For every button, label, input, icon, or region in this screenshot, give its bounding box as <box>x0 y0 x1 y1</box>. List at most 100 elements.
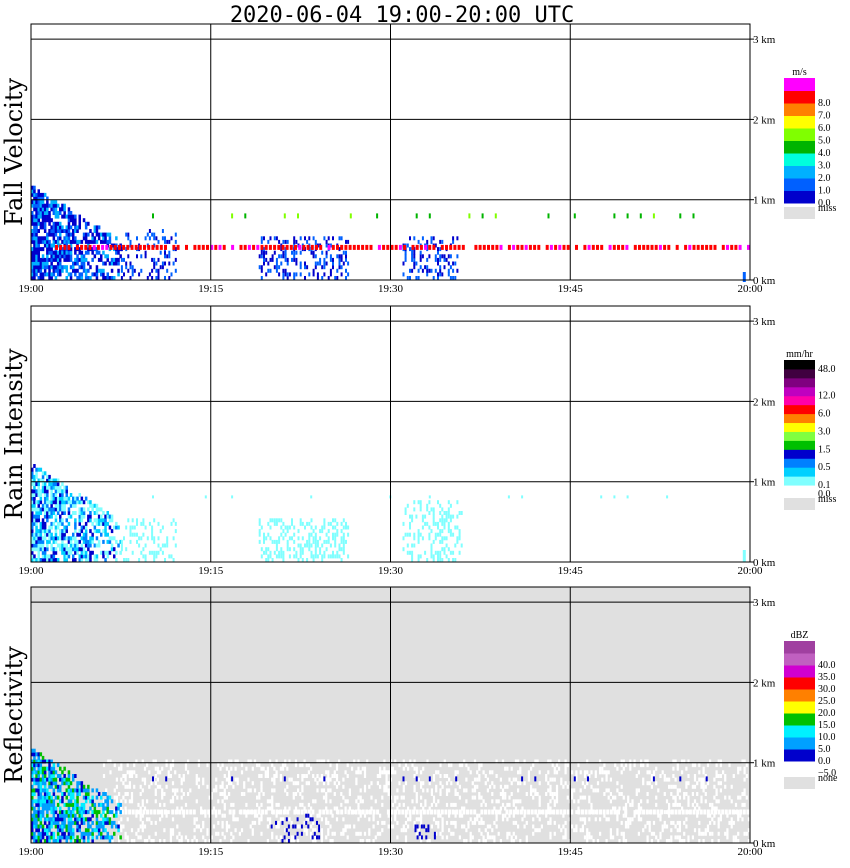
data-cell <box>497 799 500 804</box>
data-cell <box>69 218 73 223</box>
data-cell <box>67 824 71 829</box>
data-cell <box>325 795 328 800</box>
data-cell <box>37 221 40 226</box>
data-cell <box>555 792 559 796</box>
data-cell <box>128 784 131 789</box>
data-cell <box>35 518 38 523</box>
data-cell <box>127 268 130 273</box>
data-cell <box>366 839 369 843</box>
data-cell <box>519 839 522 843</box>
data-cell <box>347 272 350 277</box>
data-cell <box>538 799 541 804</box>
data-cell <box>240 763 244 768</box>
data-cell <box>335 817 339 822</box>
data-cell <box>120 824 123 829</box>
data-cell <box>329 777 332 782</box>
data-cell <box>493 820 496 825</box>
data-cell <box>139 806 142 811</box>
data-cell <box>495 799 498 804</box>
data-cell <box>693 828 697 833</box>
data-cell <box>705 776 708 782</box>
data-cell <box>501 759 505 764</box>
data-cell <box>420 781 423 786</box>
data-cell <box>440 809 444 815</box>
data-cell <box>674 835 677 840</box>
data-cell <box>89 817 92 822</box>
data-cell <box>471 788 474 793</box>
data-cell <box>89 514 92 519</box>
data-cell <box>102 817 105 822</box>
data-cell <box>142 554 145 559</box>
data-cell <box>43 770 47 775</box>
data-cell <box>174 792 177 796</box>
data-cell <box>93 254 97 259</box>
data-cell <box>387 813 390 818</box>
data-cell <box>310 554 313 559</box>
data-cell <box>100 239 103 244</box>
data-cell <box>409 247 411 252</box>
data-cell <box>52 558 56 562</box>
data-cell <box>308 272 311 277</box>
data-cell <box>87 788 90 793</box>
data-cell <box>530 766 533 771</box>
data-cell <box>407 806 410 811</box>
data-cell <box>65 257 68 262</box>
data-cell <box>741 802 744 807</box>
data-cell <box>547 788 550 793</box>
data-cell <box>74 539 77 544</box>
data-cell <box>120 763 123 768</box>
data-cell <box>455 776 458 782</box>
data-cell <box>48 759 51 764</box>
data-cell <box>76 543 79 548</box>
data-cell <box>133 784 136 789</box>
data-cell <box>76 496 79 501</box>
data-cell <box>67 831 71 836</box>
data-cell <box>627 799 630 804</box>
data-cell <box>192 809 196 815</box>
data-cell <box>80 788 84 793</box>
data-cell <box>430 809 433 815</box>
data-cell <box>153 539 156 544</box>
data-cell <box>273 265 276 270</box>
data-cell <box>325 770 328 775</box>
data-cell <box>439 813 442 818</box>
data-cell <box>154 831 157 836</box>
data-cell <box>37 511 40 515</box>
data-cell <box>67 272 71 277</box>
data-cell <box>419 503 422 508</box>
data-cell <box>307 817 310 822</box>
data-cell <box>327 828 330 833</box>
data-cell <box>301 547 304 552</box>
data-cell <box>50 200 53 205</box>
data-cell <box>288 806 291 811</box>
data-cell <box>345 250 347 255</box>
data-cell <box>206 763 209 768</box>
data-cell <box>61 496 64 501</box>
data-cell <box>138 272 141 277</box>
data-cell <box>35 770 38 775</box>
data-cell <box>63 239 66 244</box>
data-cell <box>168 250 171 255</box>
data-cell <box>54 806 58 811</box>
data-cell <box>415 809 419 815</box>
data-cell <box>95 265 99 270</box>
data-cell <box>54 229 58 233</box>
data-cell <box>253 820 257 825</box>
data-cell <box>228 774 231 778</box>
data-cell <box>43 831 47 836</box>
data-cell <box>76 820 79 825</box>
data-cell <box>33 272 36 277</box>
data-cell <box>414 828 417 833</box>
data-cell <box>97 802 101 807</box>
data-cell <box>54 518 58 523</box>
data-cell <box>441 784 444 789</box>
data-cell <box>37 784 40 789</box>
data-cell <box>46 828 49 833</box>
data-cell <box>510 835 513 840</box>
data-cell <box>588 809 592 815</box>
data-cell <box>616 781 619 786</box>
data-cell <box>197 824 200 829</box>
data-cell <box>294 763 298 768</box>
data-cell <box>87 232 90 237</box>
data-cell <box>52 839 56 843</box>
